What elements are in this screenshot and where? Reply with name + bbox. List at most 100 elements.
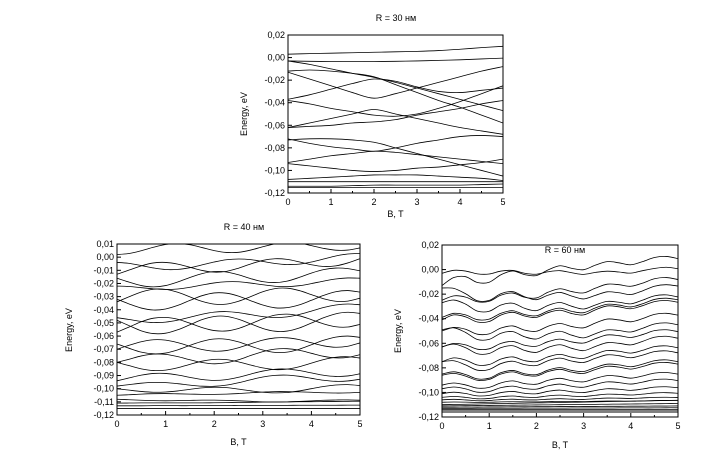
series-line-19 <box>442 392 678 400</box>
x-tick-label: 3 <box>260 419 265 429</box>
y-tick-label: -0,04 <box>93 305 114 315</box>
series-line-2 <box>442 255 678 286</box>
series-line-12 <box>117 335 360 355</box>
series-line-1 <box>442 266 678 275</box>
series-line-7 <box>288 85 503 117</box>
series-line-11 <box>117 337 360 352</box>
x-tick-label: 2 <box>212 419 217 429</box>
series-line-15 <box>442 362 678 381</box>
series-line-6 <box>442 297 678 321</box>
chart-title: R = 60 нм <box>545 245 585 255</box>
y-tick-label: 0,02 <box>421 240 439 250</box>
x-tick-label: 0 <box>285 197 290 207</box>
y-axis-label: Energy, eV <box>393 309 403 353</box>
series-line-5 <box>288 69 503 124</box>
x-tick-label: 5 <box>675 421 680 431</box>
y-tick-label: 0,00 <box>96 252 114 262</box>
series-line-15 <box>117 368 360 382</box>
series-line-4 <box>117 267 360 288</box>
y-axis-label: Energy, eV <box>64 308 74 352</box>
series-group <box>288 45 503 188</box>
series-line-20 <box>117 400 360 404</box>
series-line-18 <box>442 386 678 397</box>
x-tick-label: 5 <box>357 419 362 429</box>
x-tick-label: 4 <box>309 419 314 429</box>
y-tick-label: -0,02 <box>264 75 285 85</box>
series-group <box>117 244 360 409</box>
x-tick-label: 0 <box>439 421 444 431</box>
chart-title: R = 40 нм <box>224 222 264 232</box>
series-line-8 <box>117 303 360 323</box>
series-line-9 <box>117 313 360 333</box>
series-line-19 <box>117 398 360 403</box>
y-tick-label: -0,12 <box>418 412 439 422</box>
y-tick-label: 0,00 <box>267 53 285 63</box>
x-tick-label: 3 <box>581 421 586 431</box>
series-line-3 <box>288 60 503 111</box>
y-tick-label: -0,02 <box>93 278 114 288</box>
series-line-24 <box>442 405 678 408</box>
series-line-7 <box>442 300 678 323</box>
series-line-10 <box>288 135 503 152</box>
series-line-18 <box>117 391 360 396</box>
y-tick-label: -0,02 <box>418 289 439 299</box>
series-line-12 <box>288 138 503 177</box>
y-tick-label: -0,08 <box>93 357 114 367</box>
x-tick-label: 4 <box>628 421 633 431</box>
y-tick-label: -0,10 <box>264 165 285 175</box>
series-line-4 <box>288 66 503 99</box>
series-line-21 <box>117 404 360 407</box>
series-line-8 <box>442 322 678 341</box>
x-tick-label: 1 <box>328 197 333 207</box>
y-tick-label: -0,11 <box>94 397 114 407</box>
series-line-9 <box>288 100 503 128</box>
y-tick-label: 0,02 <box>267 30 285 40</box>
series-line-6 <box>117 287 360 305</box>
series-line-14 <box>288 174 503 181</box>
x-tick-label: 4 <box>457 197 462 207</box>
x-tick-label: 3 <box>414 197 419 207</box>
series-line-22 <box>442 399 678 406</box>
series-line-11 <box>288 150 503 165</box>
x-tick-label: 1 <box>163 419 168 429</box>
series-line-20 <box>442 396 678 402</box>
y-tick-label: -0,06 <box>264 120 285 130</box>
y-tick-label: -0,03 <box>93 292 114 302</box>
series-line-4 <box>442 277 678 303</box>
x-tick-label: 5 <box>500 197 505 207</box>
y-tick-label: -0,05 <box>93 318 114 328</box>
x-tick-label: 2 <box>534 421 539 431</box>
x-axis-label: B, T <box>387 209 404 219</box>
series-line-9 <box>442 312 678 336</box>
series-line-13 <box>442 350 678 371</box>
series-line-13 <box>117 348 360 365</box>
y-tick-label: -0,12 <box>93 410 114 420</box>
y-tick-label: -0,10 <box>418 387 439 397</box>
series-line-3 <box>117 258 360 275</box>
y-tick-label: -0,07 <box>93 344 114 354</box>
x-tick-label: 2 <box>371 197 376 207</box>
series-line-12 <box>442 345 678 366</box>
series-line-17 <box>117 384 360 394</box>
series-line-13 <box>288 158 503 172</box>
y-tick-label: -0,01 <box>93 265 114 275</box>
y-tick-label: -0,09 <box>93 371 114 381</box>
y-tick-label: -0,08 <box>264 143 285 153</box>
series-line-2 <box>288 57 503 63</box>
series-line-10 <box>117 311 360 335</box>
series-line-25 <box>442 407 678 409</box>
y-tick-label: -0,10 <box>93 384 114 394</box>
chart-r30: R = 30 нм Energy, eV B, T 0 1 2 3 4 5 0,02 0,00 -0,… <box>239 13 506 219</box>
series-line-16 <box>442 372 678 389</box>
series-line-7 <box>117 290 360 311</box>
y-tick-label: -0,08 <box>418 363 439 373</box>
y-tick-label: -0,04 <box>264 98 285 108</box>
chart-r60: R = 60 нм Energy, eV B, T 0 1 2 3 4 5 0,02 0,00 -0,… <box>393 240 681 450</box>
series-line-16 <box>117 374 360 387</box>
series-line-6 <box>288 78 503 100</box>
series-line-5 <box>442 294 678 313</box>
y-tick-label: -0,12 <box>264 188 285 198</box>
series-line-17 <box>442 378 678 393</box>
series-group <box>442 255 678 413</box>
